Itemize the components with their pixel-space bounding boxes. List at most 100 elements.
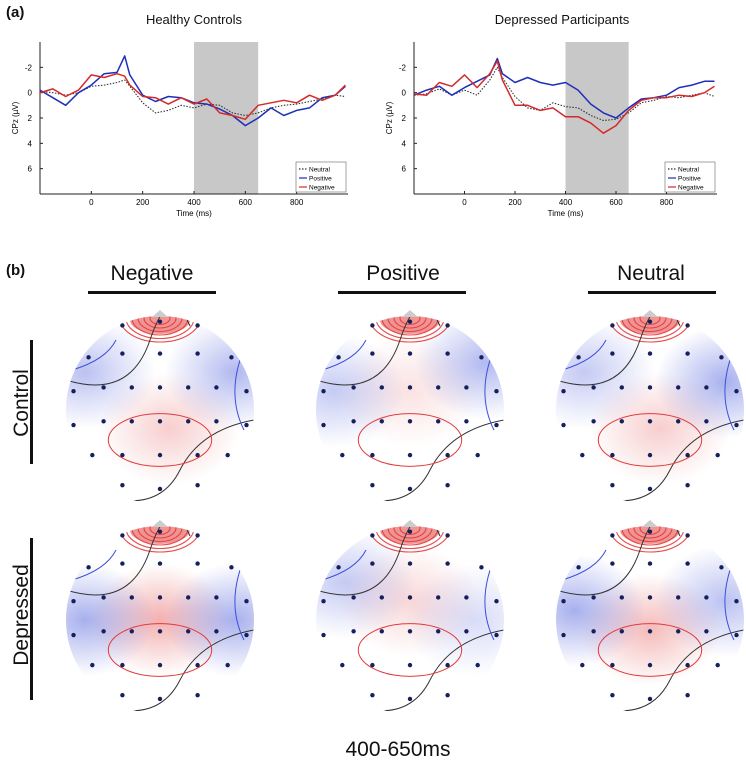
electrode-dot: [464, 419, 469, 424]
time-window-label: 400-650ms: [345, 738, 451, 761]
series-line-negative: [39, 72, 346, 121]
electrode-dot: [436, 595, 441, 600]
electrode-dot: [407, 419, 413, 424]
frontal-contour: [609, 526, 691, 553]
frontal-contour: [627, 316, 673, 333]
column-header-negative: Negative: [110, 262, 194, 285]
electrode-dot: [157, 351, 163, 356]
electrode-dot: [479, 355, 484, 360]
zero-contour: [599, 419, 744, 502]
electrode-dot: [244, 422, 249, 428]
electrode-dot: [321, 422, 326, 428]
field-blob: [405, 563, 504, 677]
frontal-peak: [380, 316, 440, 334]
electrode-dot: [157, 486, 163, 492]
electrode-dot: [86, 355, 91, 360]
field-blob: [588, 372, 730, 486]
zero-contour: [556, 526, 681, 596]
field-blob: [66, 316, 156, 429]
electrode-dot: [445, 452, 450, 458]
electrode-dot: [321, 599, 326, 604]
electrode-dot: [576, 565, 581, 570]
y-tick-label: 4: [402, 139, 407, 148]
y-tick-label: 6: [402, 165, 407, 174]
electrode-dot: [464, 595, 469, 600]
electrode-dot: [214, 419, 219, 424]
frontal-contour: [137, 526, 183, 543]
electrode-dot: [157, 561, 163, 566]
panel-b-label: (b): [6, 262, 26, 279]
electrode-dot: [445, 662, 450, 668]
electrode-dot: [561, 389, 566, 394]
electrode-dot: [580, 662, 585, 668]
scalp-outline: [316, 316, 504, 504]
electrode-dot: [719, 355, 724, 360]
electrode-dot: [225, 452, 230, 458]
electrode-dot: [445, 561, 450, 566]
electrode-dot: [734, 422, 739, 428]
column-underline-neutral: [588, 291, 716, 294]
electrode-dot: [120, 533, 125, 538]
electrode-dot: [340, 452, 345, 458]
electrode-dot: [685, 693, 690, 698]
electrode-dot: [225, 662, 230, 668]
electrode-dot: [464, 629, 469, 634]
electrode-dot: [407, 629, 413, 634]
field-blob: [89, 563, 231, 677]
frontal-contour: [387, 316, 433, 333]
negative-contour: [724, 549, 739, 641]
positive-contour: [357, 623, 463, 677]
electrode-dot: [321, 632, 326, 638]
electrode-dot: [676, 385, 681, 390]
electrode-dot: [591, 595, 596, 600]
electrode-dot: [379, 629, 384, 634]
positive-contour: [357, 413, 463, 467]
field-blob: [98, 372, 240, 486]
positive-contour: [107, 623, 213, 677]
electrode-dot: [647, 351, 653, 356]
electrode-dot: [576, 355, 581, 360]
electrode-dot: [195, 483, 200, 488]
negative-contour: [484, 339, 499, 431]
electrode-dot: [129, 385, 134, 390]
electrode-dot: [321, 389, 326, 394]
electrode-dot: [157, 529, 163, 534]
frontal-contour: [393, 526, 427, 539]
y-tick-label: 0: [402, 89, 407, 98]
negative-contour: [321, 549, 367, 581]
scalp-outline: [556, 526, 744, 714]
electrode-dot: [214, 629, 219, 634]
electrode-dot: [647, 452, 653, 458]
negative-contour: [71, 549, 117, 581]
frontal-contour: [393, 316, 427, 329]
x-tick-label: 600: [609, 198, 623, 207]
topomap-control-neutral: [556, 310, 744, 504]
electrode-dot: [101, 385, 106, 390]
x-tick-label: 400: [559, 198, 573, 207]
electrode-dot: [157, 452, 163, 458]
negative-contour: [484, 549, 499, 641]
electrode-dot: [610, 693, 615, 698]
positive-contour: [107, 413, 213, 467]
electrode-dot: [610, 452, 615, 458]
nose-marker: [402, 310, 418, 317]
electrode-dot: [186, 595, 191, 600]
electrode-dot: [90, 452, 95, 458]
electrode-dot: [407, 385, 413, 390]
electrode-dot: [685, 452, 690, 458]
scalp-outline: [556, 316, 744, 504]
electrode-dot: [370, 351, 375, 356]
electrode-dot: [195, 561, 200, 566]
positive-contour: [597, 413, 703, 467]
electrode-dot: [676, 419, 681, 424]
electrode-dot: [647, 419, 653, 424]
zero-contour: [66, 526, 191, 596]
electrode-dot: [407, 486, 413, 492]
electrode-dot: [647, 529, 653, 534]
topomap-depressed-negative: [66, 520, 254, 714]
electrode-dot: [610, 533, 615, 538]
electrode-dot: [370, 662, 375, 668]
electrode-dot: [186, 419, 191, 424]
electrode-dot: [157, 419, 163, 424]
electrode-dot: [157, 385, 163, 390]
